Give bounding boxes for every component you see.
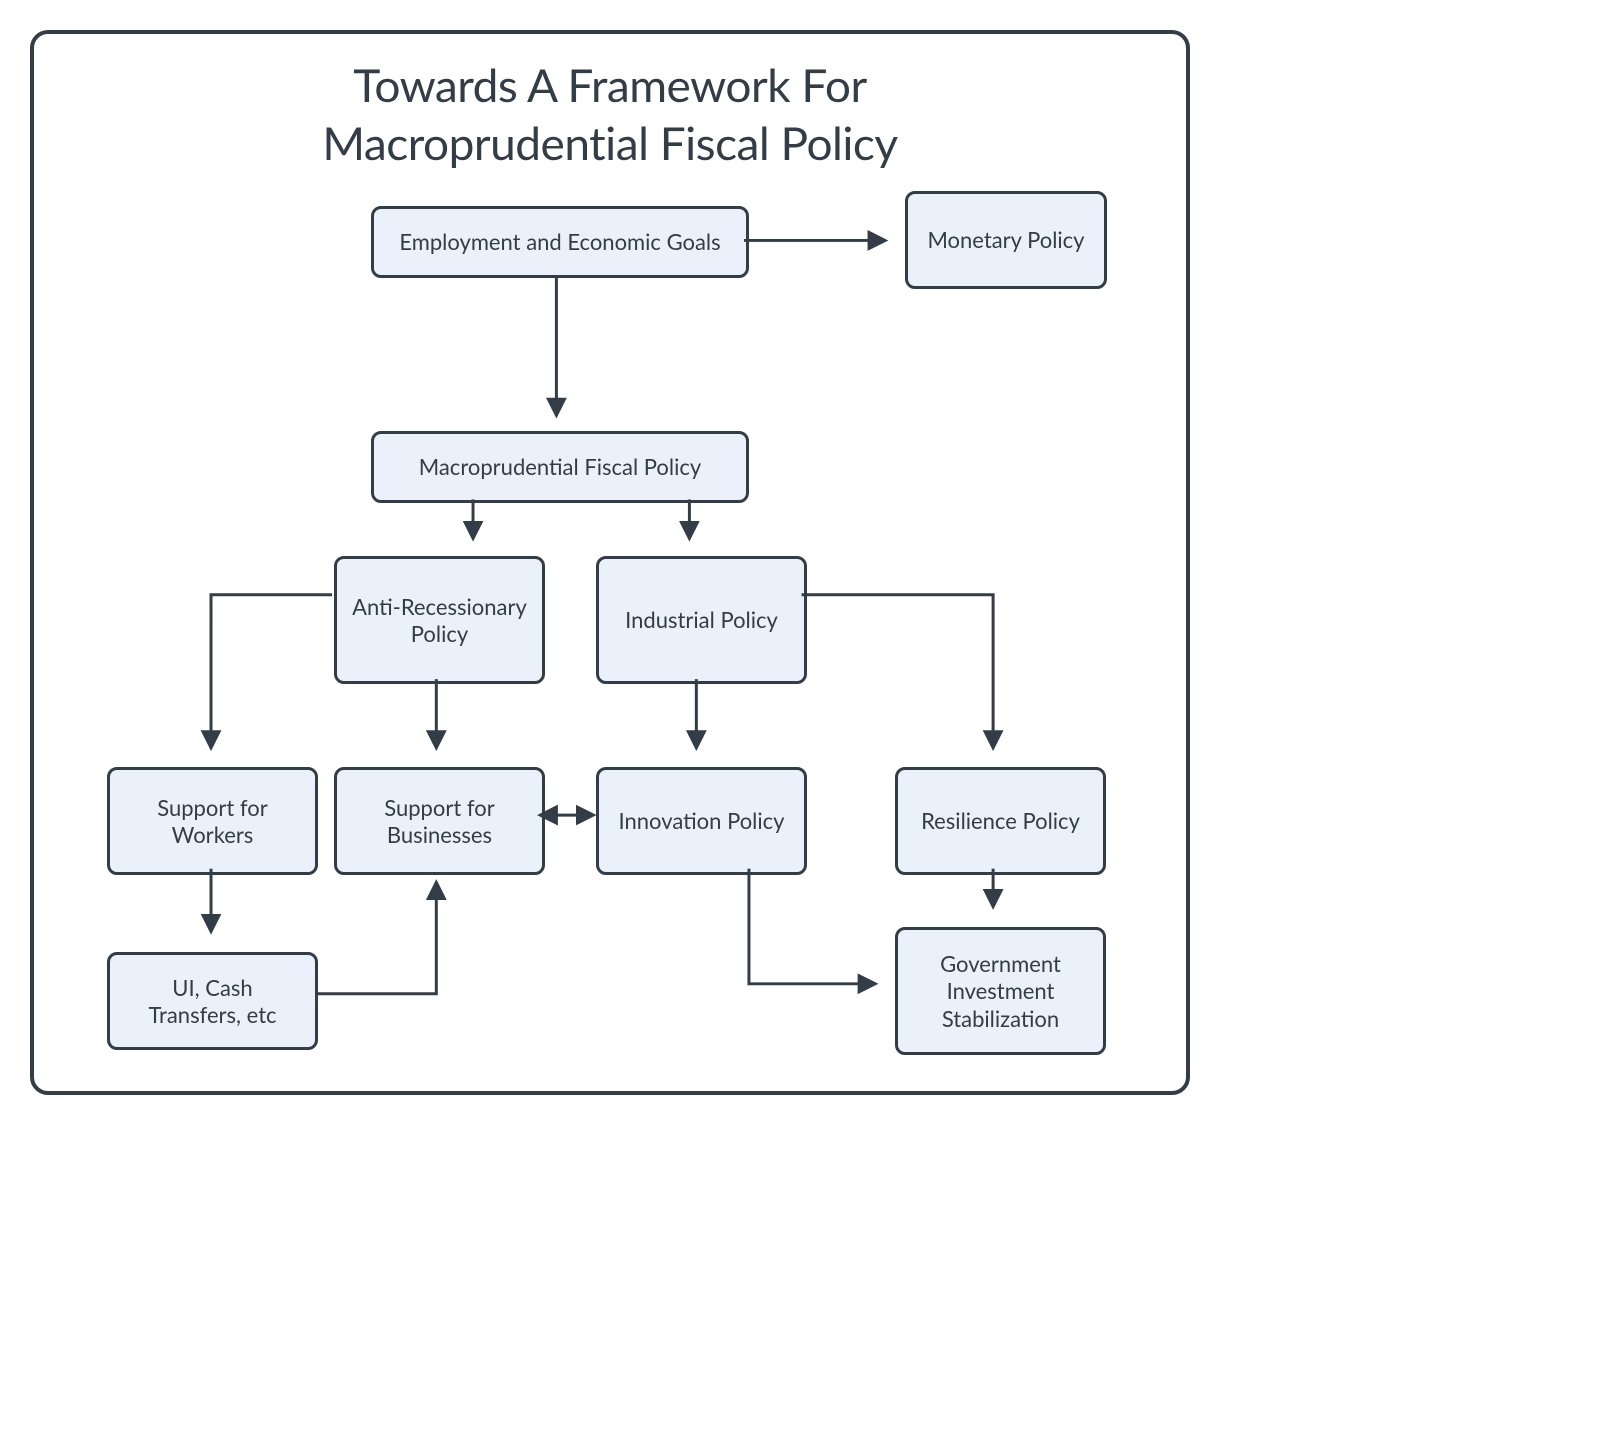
- node-label: Innovation Policy: [619, 807, 785, 835]
- edge-antirec-to-workers: [211, 595, 332, 747]
- node-label: Government Investment Stabilization: [912, 950, 1089, 1033]
- node-workers: Support for Workers: [107, 767, 318, 875]
- node-label: Macroprudential Fiscal Policy: [419, 453, 701, 481]
- node-label: Employment and Economic Goals: [399, 228, 720, 256]
- diagram-title: Towards A Framework For Macroprudential …: [34, 34, 1186, 171]
- edge-innovation-to-govinvest: [749, 869, 874, 984]
- node-label: UI, Cash Transfers, etc: [124, 974, 301, 1029]
- node-business: Support for Businesses: [334, 767, 545, 875]
- node-industrial: Industrial Policy: [596, 556, 807, 684]
- node-goals: Employment and Economic Goals: [371, 206, 749, 278]
- node-monetary: Monetary Policy: [905, 191, 1107, 289]
- title-line-2: Macroprudential Fiscal Policy: [322, 115, 897, 170]
- node-resilience: Resilience Policy: [895, 767, 1106, 875]
- node-label: Industrial Policy: [625, 606, 778, 634]
- title-line-1: Towards A Framework For: [353, 57, 866, 112]
- edge-ui-to-business: [316, 884, 436, 994]
- node-govinvest: Government Investment Stabilization: [895, 927, 1106, 1055]
- node-label: Support for Businesses: [351, 794, 528, 849]
- node-antirec: Anti-Recessionary Policy: [334, 556, 545, 684]
- node-macro: Macroprudential Fiscal Policy: [371, 431, 749, 503]
- node-label: Anti-Recessionary Policy: [351, 593, 528, 648]
- diagram-frame: Towards A Framework For Macroprudential …: [30, 30, 1190, 1095]
- node-label: Monetary Policy: [927, 226, 1084, 254]
- node-label: Support for Workers: [124, 794, 301, 849]
- node-innovation: Innovation Policy: [596, 767, 807, 875]
- edge-industrial-to-resilience: [802, 595, 994, 747]
- node-ui: UI, Cash Transfers, etc: [107, 952, 318, 1050]
- node-label: Resilience Policy: [921, 807, 1080, 835]
